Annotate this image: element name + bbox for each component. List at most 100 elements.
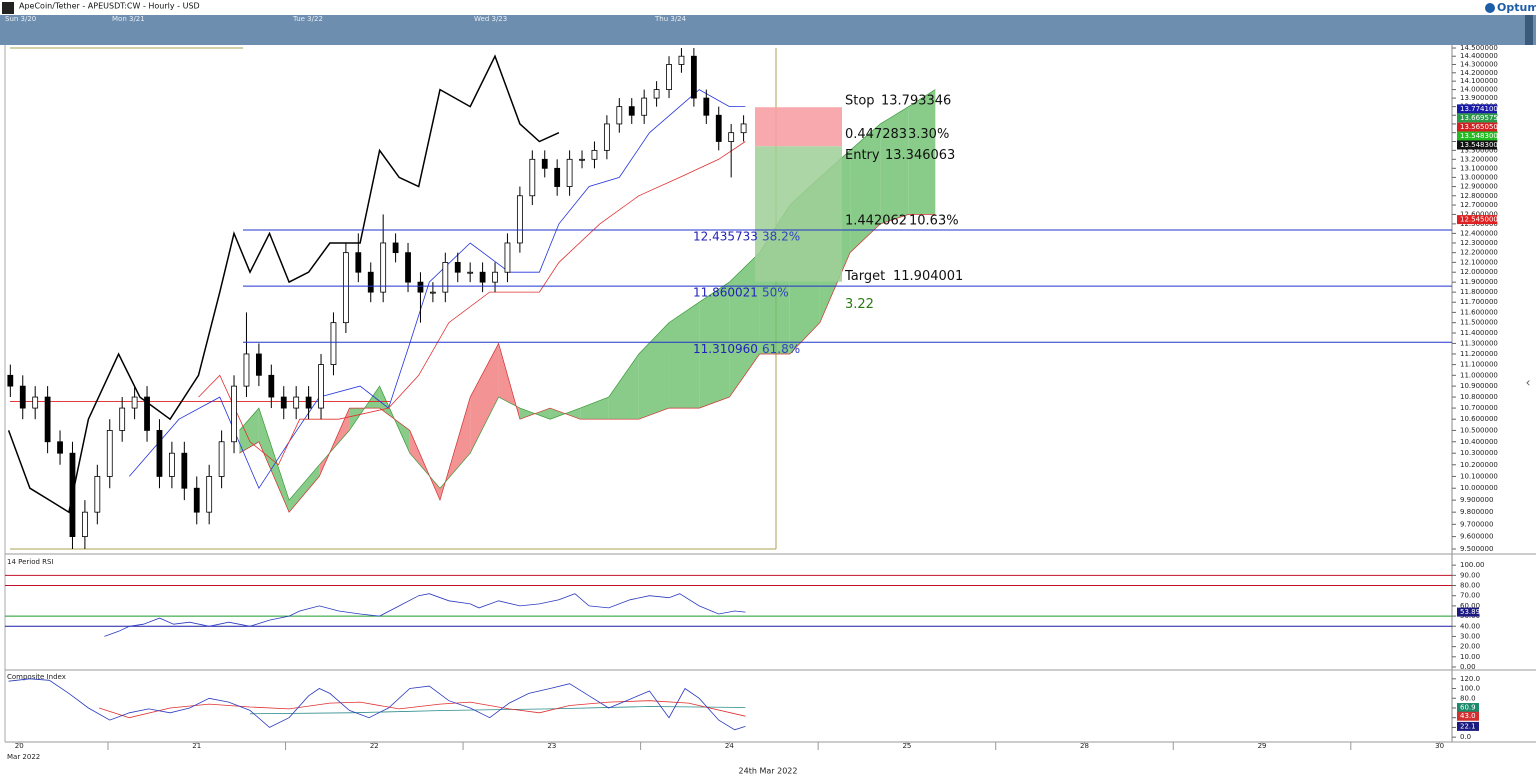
fib-percent: 61.8% (762, 342, 800, 356)
y-tick-label: 11.400000 (1460, 329, 1498, 337)
y-tick-label: 10.800000 (1460, 393, 1498, 401)
risk-percent: 3.30% (908, 127, 949, 142)
cloud-segment (470, 343, 499, 454)
entry-value: 13.346063 (885, 148, 955, 163)
candle-body (7, 374, 14, 387)
value-tag-label: 53.89 (1460, 608, 1480, 616)
y-tick-label: 12.100000 (1460, 258, 1498, 266)
app-icon[interactable] (2, 2, 14, 14)
x-tick-label: 24 (725, 742, 734, 750)
candle-body (492, 271, 498, 283)
candle-body (305, 396, 312, 409)
collapse-arrow[interactable]: ‹ (1526, 376, 1531, 390)
value-tag-label: 22.1 (1460, 722, 1476, 730)
candle-body (579, 158, 585, 161)
candle-body (417, 281, 424, 293)
indicator-line (249, 706, 746, 715)
candle-body (479, 271, 486, 283)
y-tick-label: 13.200000 (1460, 155, 1498, 163)
value-tag (1457, 607, 1479, 617)
navigator-label: Wed 3/23 (474, 15, 507, 23)
candle-body (293, 396, 300, 409)
indicator-line (128, 89, 746, 490)
price-tag (1457, 140, 1497, 150)
candle-body (566, 158, 573, 187)
candle-body (392, 242, 399, 254)
y-tick-label: 9.500000 (1460, 545, 1493, 553)
candle-body (330, 322, 337, 365)
x-tick-label: 20 (15, 742, 24, 750)
indicator-line (98, 700, 746, 719)
cloud-segment (258, 408, 290, 513)
price-tag-label: 13.548300 (1460, 141, 1498, 149)
y-tick-label: 12.700000 (1460, 201, 1498, 209)
y-tick-label: 14.100000 (1460, 77, 1498, 85)
candle-body (405, 252, 411, 283)
y-tick-label: 10.00 (1460, 653, 1480, 661)
navigator-label: Thu 3/24 (654, 15, 687, 23)
y-tick-label: 14.400000 (1460, 52, 1498, 60)
candle-body (106, 430, 113, 477)
navigator[interactable] (0, 15, 1536, 45)
cloud-segment (880, 106, 909, 224)
value-tag (1457, 703, 1479, 713)
y-tick-label: 10.400000 (1460, 438, 1498, 446)
logo: Optuma (1497, 1, 1536, 14)
price-tag-label: 13.548300 (1460, 132, 1498, 140)
reward-percent: 10.63% (909, 214, 959, 229)
price-tag (1457, 113, 1497, 123)
navigator-handle[interactable] (1525, 15, 1533, 45)
candle-body (44, 396, 51, 443)
y-tick-label: 11.700000 (1460, 298, 1498, 306)
price-tag (1457, 215, 1497, 225)
risk-reward-ratio: 3.22 (845, 297, 874, 312)
risk-value: 0.447283 (845, 127, 907, 142)
candle-body (318, 364, 324, 409)
y-tick-label: 10.300000 (1460, 449, 1498, 457)
y-tick-label: 20.00 (1460, 643, 1480, 651)
y-tick-label: 80.0 (1460, 694, 1476, 702)
candle-body (69, 452, 76, 537)
candle-body (703, 97, 710, 116)
target-zone (755, 146, 842, 282)
y-tick-label: 13.900000 (1460, 94, 1498, 102)
price-tag-label: 13.565050 (1460, 123, 1498, 131)
candle-body (131, 396, 138, 409)
y-tick-label: 10.900000 (1460, 382, 1498, 390)
reward-value: 1.442062 (845, 214, 907, 229)
y-tick-label: 9.600000 (1460, 533, 1493, 541)
value-tag (1457, 721, 1479, 731)
y-tick-label: 9.900000 (1460, 496, 1493, 504)
candle-body (156, 430, 163, 477)
y-tick-label: 14.500000 (1460, 44, 1498, 52)
navigator-label: Tue 3/22 (292, 15, 323, 23)
y-tick-label: 120.0 (1460, 675, 1480, 683)
fib-value: 11.310960 (693, 342, 758, 356)
y-tick-label: 11.000000 (1460, 371, 1498, 379)
target-value: 11.904001 (893, 269, 963, 284)
x-tick-label: 23 (547, 742, 556, 750)
fib-value: 12.435733 (693, 229, 758, 243)
candle-body (516, 195, 523, 244)
y-tick-label: 11.300000 (1460, 339, 1498, 347)
y-tick-label: 11.800000 (1460, 288, 1498, 296)
cloud-segment (289, 464, 320, 513)
fib-percent: 38.2% (762, 229, 800, 243)
navigator-label: Sun 3/20 (5, 15, 36, 23)
candle-body (168, 452, 175, 477)
y-tick-label: 11.500000 (1460, 319, 1498, 327)
indicator-line (8, 678, 746, 731)
fib-value: 11.860021 (693, 286, 758, 300)
candle-body (529, 158, 536, 197)
y-tick-label: 12.300000 (1460, 239, 1498, 247)
y-tick-label: 14.300000 (1460, 60, 1498, 68)
x-tick-label: 29 (1258, 742, 1267, 750)
x-axis-month: Mar 2022 (7, 753, 40, 761)
navigator-label: Mon 3/21 (112, 15, 145, 23)
y-tick-label: 90.00 (1460, 571, 1480, 579)
candle-body (81, 511, 88, 537)
candle-body (628, 106, 635, 116)
candle-body (32, 396, 39, 409)
x-tick-label: 22 (370, 742, 379, 750)
